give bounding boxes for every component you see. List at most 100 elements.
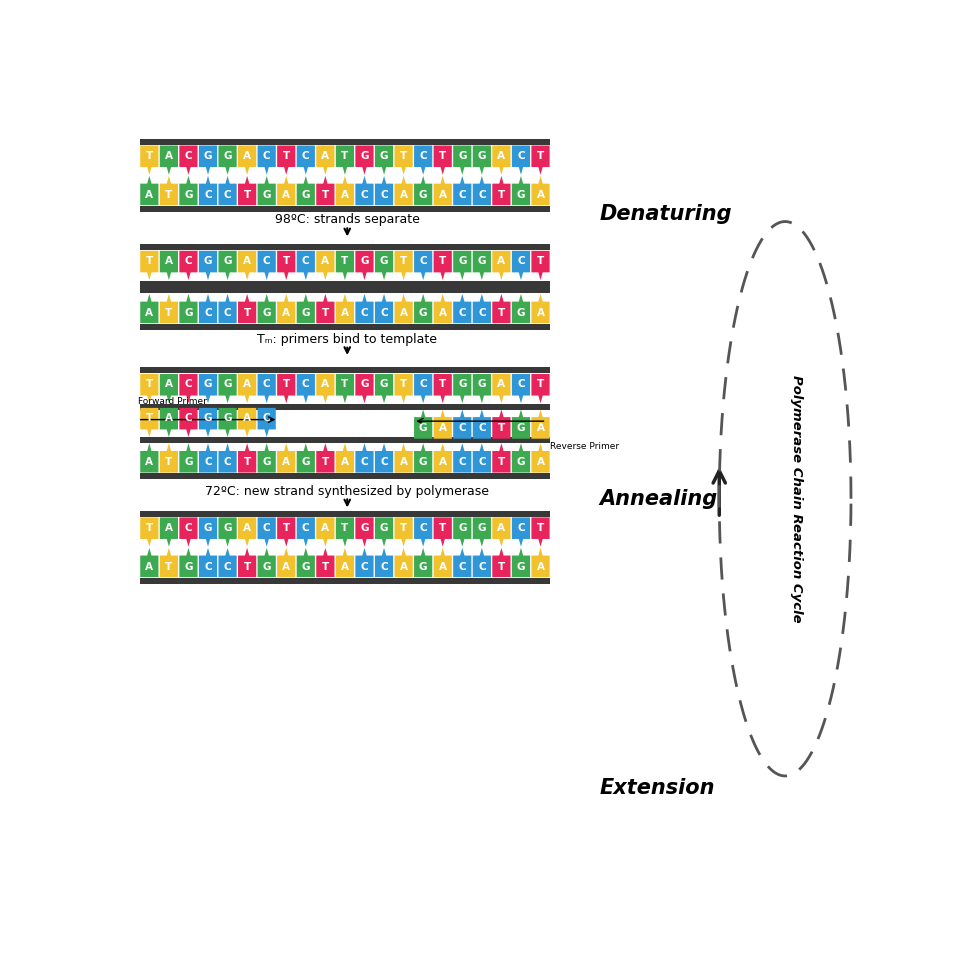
Polygon shape	[219, 294, 237, 323]
Text: T: T	[166, 190, 172, 200]
Text: G: G	[361, 151, 368, 161]
Polygon shape	[179, 443, 198, 472]
Text: C: C	[361, 190, 368, 200]
Text: T: T	[498, 562, 505, 572]
Text: G: G	[418, 190, 427, 200]
Text: T: T	[439, 256, 446, 266]
Text: G: G	[223, 379, 232, 389]
Polygon shape	[160, 408, 178, 437]
Polygon shape	[375, 443, 393, 472]
Polygon shape	[512, 410, 530, 439]
Text: G: G	[184, 458, 193, 467]
Text: A: A	[498, 151, 506, 161]
Text: A: A	[145, 190, 153, 200]
Polygon shape	[472, 251, 491, 280]
Text: A: A	[498, 256, 506, 266]
Polygon shape	[356, 251, 373, 280]
Text: A: A	[400, 562, 408, 572]
Text: C: C	[223, 458, 231, 467]
Polygon shape	[297, 374, 315, 404]
Text: G: G	[458, 379, 466, 389]
Polygon shape	[317, 443, 334, 472]
Bar	[139, 324, 551, 329]
Polygon shape	[375, 251, 393, 280]
Text: A: A	[165, 256, 172, 266]
Polygon shape	[258, 443, 275, 472]
Text: G: G	[223, 522, 232, 533]
Text: G: G	[223, 151, 232, 161]
Text: T: T	[146, 379, 153, 389]
Polygon shape	[512, 251, 530, 280]
Polygon shape	[140, 408, 159, 437]
Polygon shape	[512, 145, 530, 174]
Polygon shape	[472, 145, 491, 174]
Text: Polymerase Chain Reaction Cycle: Polymerase Chain Reaction Cycle	[790, 375, 804, 622]
Text: G: G	[361, 522, 368, 533]
Text: T: T	[146, 414, 153, 423]
Text: G: G	[302, 190, 310, 200]
Polygon shape	[512, 374, 530, 404]
Text: A: A	[145, 458, 153, 467]
Polygon shape	[433, 374, 452, 404]
Polygon shape	[199, 176, 218, 205]
Text: C: C	[263, 522, 270, 533]
Polygon shape	[179, 408, 198, 437]
Polygon shape	[375, 145, 393, 174]
Polygon shape	[219, 517, 237, 547]
Text: C: C	[517, 151, 524, 161]
Polygon shape	[395, 251, 413, 280]
Polygon shape	[199, 517, 218, 547]
Polygon shape	[433, 145, 452, 174]
Polygon shape	[453, 410, 471, 439]
Text: G: G	[380, 151, 388, 161]
Polygon shape	[472, 374, 491, 404]
Polygon shape	[531, 517, 550, 547]
Polygon shape	[277, 294, 295, 323]
Polygon shape	[140, 548, 159, 577]
Text: 98ºC: strands separate: 98ºC: strands separate	[274, 213, 419, 225]
Text: Annealing: Annealing	[599, 489, 717, 509]
Polygon shape	[199, 443, 218, 472]
Text: C: C	[204, 308, 212, 318]
Text: G: G	[477, 256, 486, 266]
Text: A: A	[165, 151, 172, 161]
Polygon shape	[160, 517, 178, 547]
Polygon shape	[317, 176, 334, 205]
Text: Reverse Primer: Reverse Primer	[551, 442, 619, 451]
Polygon shape	[160, 145, 178, 174]
Text: T: T	[243, 308, 251, 318]
Text: G: G	[516, 423, 525, 433]
Polygon shape	[140, 374, 159, 404]
Polygon shape	[415, 548, 432, 577]
Text: A: A	[498, 522, 506, 533]
Text: G: G	[263, 458, 270, 467]
Text: G: G	[380, 522, 388, 533]
Text: A: A	[165, 522, 172, 533]
Text: T: T	[282, 522, 290, 533]
Polygon shape	[453, 443, 471, 472]
Text: C: C	[459, 423, 466, 433]
Text: G: G	[184, 190, 193, 200]
Text: C: C	[361, 562, 368, 572]
Text: C: C	[478, 423, 486, 433]
Text: C: C	[184, 379, 192, 389]
Text: T: T	[400, 379, 408, 389]
Text: G: G	[477, 151, 486, 161]
Polygon shape	[160, 294, 178, 323]
Polygon shape	[395, 145, 413, 174]
Text: C: C	[478, 562, 486, 572]
Text: T: T	[282, 256, 290, 266]
Text: G: G	[380, 256, 388, 266]
Polygon shape	[512, 443, 530, 472]
Polygon shape	[433, 176, 452, 205]
Polygon shape	[531, 443, 550, 472]
Polygon shape	[297, 145, 315, 174]
Polygon shape	[160, 374, 178, 404]
Polygon shape	[472, 176, 491, 205]
Polygon shape	[512, 517, 530, 547]
Text: A: A	[439, 190, 447, 200]
Text: T: T	[321, 458, 329, 467]
Polygon shape	[395, 176, 413, 205]
Text: A: A	[400, 190, 408, 200]
Text: C: C	[517, 256, 524, 266]
